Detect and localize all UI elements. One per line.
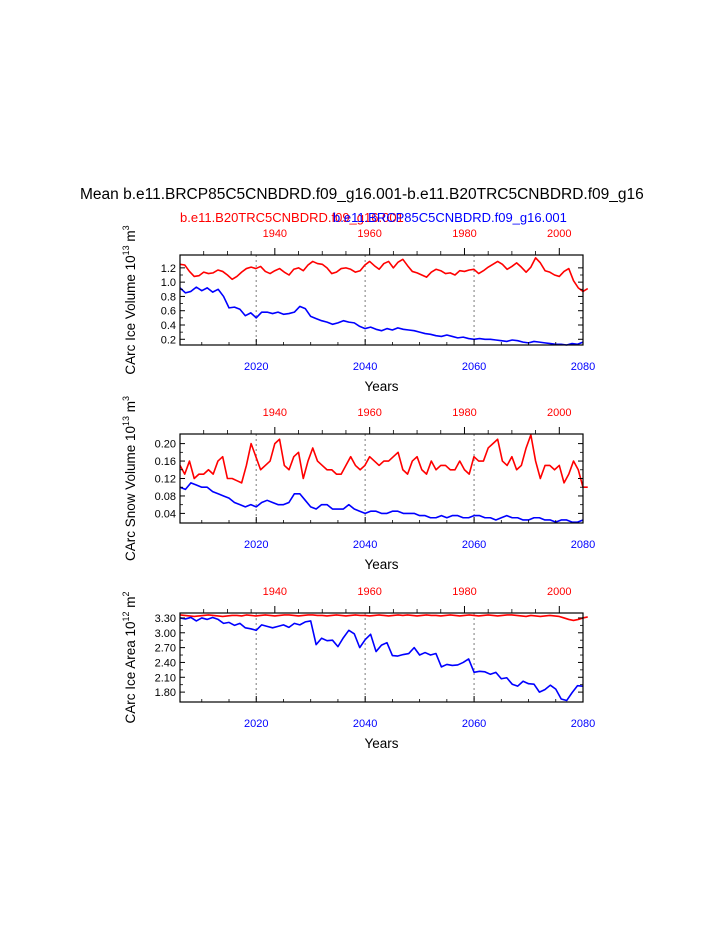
y-tick-label: 1.2 (161, 263, 176, 275)
y-axis-label-unit: m (123, 401, 138, 416)
x-top-tick-label: 1940 (263, 407, 287, 419)
plot-frame (179, 612, 584, 703)
y-axis-label-unit-exponent: 2 (121, 591, 131, 596)
y-tick-label: 1.80 (155, 687, 176, 699)
y-axis-label-unit: m (123, 596, 138, 611)
x-top-tick-label: 2000 (547, 228, 571, 240)
x-top-tick-label: 1960 (357, 407, 381, 419)
y-tick-label: 0.2 (161, 334, 176, 346)
blue-series-line (179, 482, 584, 523)
plot-frame (179, 433, 584, 524)
y-axis-label-exponent: 12 (121, 611, 131, 621)
y-axis-label-text: CArc Ice Area 10 (123, 621, 138, 723)
x-top-tick-label: 1980 (452, 407, 476, 419)
y-tick-label: 0.4 (161, 320, 176, 332)
x-bottom-tick-label: 2040 (353, 718, 377, 730)
x-bottom-tick-label: 2020 (244, 361, 268, 373)
y-axis-label-unit-exponent: 3 (121, 225, 131, 230)
legend-red-label: b.e11.B20TRC5CNBDRD.f09_g16.001 (180, 210, 404, 225)
y-tick-label: 2.40 (155, 657, 176, 669)
x-top-tick-label: 1940 (263, 228, 287, 240)
x-bottom-tick-label: 2060 (462, 718, 486, 730)
x-bottom-tick-label: 2060 (462, 539, 486, 551)
x-top-tick-label: 2000 (547, 407, 571, 419)
x-top-tick-label: 1940 (263, 586, 287, 598)
chart-panel-2: 0.04 0.08 0.12 0.16 0.20 2020 2040 2060 2080 1940… (121, 396, 595, 572)
x-bottom-tick-label: 2040 (353, 539, 377, 551)
x-bottom-tick-label: 2060 (462, 361, 486, 373)
y-tick-label: 3.00 (155, 628, 176, 640)
y-axis-label: CArc Snow Volume 1013 m3 (121, 396, 138, 561)
x-top-tick-label: 1960 (357, 228, 381, 240)
figure-title: Mean b.e11.BRCP85C5CNBDRD.f09_g16.001-b.… (80, 186, 644, 203)
x-top-tick-label: 1980 (452, 228, 476, 240)
x-top-tick-label: 2000 (547, 586, 571, 598)
x-axis-label: Years (364, 557, 398, 572)
chart-panel-3: 1.80 2.10 2.40 2.70 3.00 3.30 2020 2040 2060 2080… (121, 586, 595, 751)
x-axis-label: Years (364, 736, 398, 751)
y-axis-label-exponent: 13 (121, 416, 131, 426)
y-tick-label: 3.30 (155, 613, 176, 625)
x-bottom-tick-label: 2020 (244, 718, 268, 730)
y-axis-label-unit: m (123, 230, 138, 245)
x-bottom-tick-label: 2080 (571, 361, 595, 373)
plot-frame (179, 254, 584, 346)
y-tick-label: 0.8 (161, 291, 176, 303)
y-tick-label: 0.6 (161, 306, 176, 318)
blue-series-line (179, 286, 584, 346)
y-tick-label: 1.0 (161, 277, 176, 289)
x-bottom-tick-label: 2020 (244, 539, 268, 551)
x-top-tick-label: 1980 (452, 586, 476, 598)
y-axis-label-text: CArc Ice Volume 10 (123, 255, 138, 374)
y-tick-label: 2.10 (155, 672, 176, 684)
y-tick-label: 0.12 (155, 474, 176, 486)
y-tick-label: 0.20 (155, 439, 176, 451)
x-bottom-tick-label: 2080 (571, 718, 595, 730)
y-tick-label: 0.16 (155, 456, 176, 468)
x-bottom-tick-label: 2080 (571, 539, 595, 551)
y-tick-label: 0.08 (155, 491, 176, 503)
panels: 0.2 0.4 0.6 0.8 1.0 1.2 2020 2040 2060 2080 1940 19… (121, 225, 595, 751)
y-tick-label: 0.04 (155, 508, 176, 520)
y-tick-label: 2.70 (155, 643, 176, 655)
y-axis-label-exponent: 13 (121, 245, 131, 255)
x-axis-label: Years (364, 379, 398, 394)
y-axis-label: CArc Ice Volume 1013 m3 (121, 225, 138, 374)
y-axis-label-text: CArc Snow Volume 10 (123, 426, 138, 561)
red-series-line (179, 434, 588, 489)
y-axis-label: CArc Ice Area 1012 m2 (121, 591, 138, 723)
red-series-line (179, 614, 588, 622)
x-bottom-tick-label: 2040 (353, 361, 377, 373)
x-top-tick-label: 1960 (357, 586, 381, 598)
blue-series-line (179, 616, 584, 702)
chart-panel-1: 0.2 0.4 0.6 0.8 1.0 1.2 2020 2040 2060 2080 1940 19… (121, 225, 595, 394)
y-axis-label-unit-exponent: 3 (121, 396, 131, 401)
legend-blue-label: b.e11.BRCP85C5CNBDRD.f09_g16.001 (333, 210, 567, 225)
red-series-line (179, 257, 589, 293)
